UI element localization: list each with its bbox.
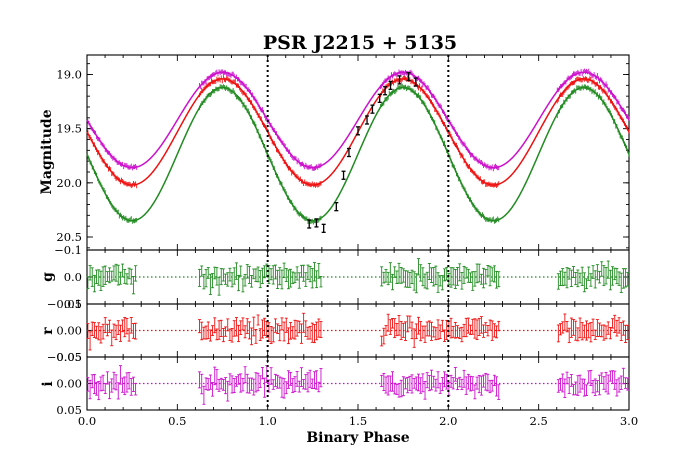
x-tick-label: 1.5 — [349, 414, 367, 428]
i-y-tick-label: 0.00 — [56, 377, 82, 391]
main-y-tick-label: 20.0 — [56, 176, 82, 190]
i-y-tick-label: 0.05 — [56, 403, 82, 417]
observed-points — [87, 68, 630, 225]
i-y-axis-label: i — [40, 381, 56, 386]
model-curve-i — [86, 71, 630, 169]
model-curves — [86, 71, 630, 222]
x-tick-label: 3.0 — [620, 414, 638, 428]
g-y-tick-label: 0.1 — [64, 297, 82, 311]
main-y-tick-label: 19.5 — [56, 122, 82, 136]
black-points — [307, 72, 418, 233]
main-y-axis-label: Magnitude — [39, 109, 55, 194]
g-y-tick-label: −0.1 — [54, 243, 82, 257]
main-y-tick-label: 20.5 — [56, 230, 82, 244]
r-y-axis-label: r — [40, 327, 56, 335]
r-y-tick-label: −0.05 — [47, 297, 82, 311]
i-y-tick-label: −0.05 — [47, 350, 82, 364]
x-tick-label: 2.5 — [530, 414, 548, 428]
points-g — [87, 83, 630, 225]
r-y-tick-label: 0.05 — [56, 350, 82, 364]
main-y-tick-label: 19.0 — [56, 68, 82, 82]
x-tick-label: 2.0 — [439, 414, 457, 428]
chart-title: PSR J2215 + 5135 — [263, 32, 457, 54]
panel-main: Magnitude 19.0 19.5 20.0 20.5 — [39, 54, 630, 251]
points-r — [87, 75, 630, 189]
residuals-r — [86, 312, 630, 351]
phase-markers — [266, 55, 450, 410]
points-i — [87, 68, 630, 172]
x-tick-label: 1.0 — [259, 414, 277, 428]
residuals-i — [86, 365, 630, 405]
x-tick-label: 0.0 — [78, 414, 96, 428]
r-y-tick-label: 0.00 — [56, 324, 82, 338]
chart-marks — [86, 55, 630, 411]
residuals-g — [86, 258, 630, 296]
g-y-tick-label: 0.0 — [64, 270, 82, 284]
x-axis-label: Binary Phase — [306, 430, 409, 446]
x-tick-label: 0.5 — [168, 414, 186, 428]
g-y-axis-label: g — [40, 272, 56, 282]
model-curve-g — [86, 86, 630, 222]
